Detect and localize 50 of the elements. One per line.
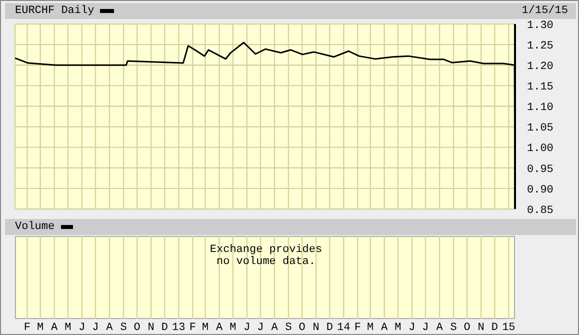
x-tick-label: D bbox=[161, 322, 168, 334]
y2-tick-label: 0.95 bbox=[527, 164, 554, 176]
x-tick-label: J bbox=[78, 322, 86, 334]
y2-tick-label: 1.10 bbox=[527, 102, 554, 114]
x-tick-label: N bbox=[312, 322, 320, 334]
x-tick-label: A bbox=[436, 322, 444, 334]
y2-tick-label: 0.90 bbox=[527, 184, 554, 196]
x-tick-label: O bbox=[464, 322, 471, 334]
x-tick-label: D bbox=[491, 322, 498, 334]
x-tick-label: J bbox=[257, 322, 264, 334]
x-tick-label: J bbox=[244, 322, 250, 334]
legend-label: EURCHF Daily bbox=[15, 5, 94, 17]
x-tick-label: M bbox=[64, 322, 72, 334]
x-tick-label: J bbox=[92, 322, 99, 334]
x-tick-label: 14 bbox=[337, 322, 351, 334]
x-tick-label: A bbox=[51, 322, 58, 334]
y2-tick-label: 0.85 bbox=[527, 204, 554, 217]
x-tick-label: O bbox=[298, 322, 306, 334]
x-tick-label: M bbox=[230, 322, 236, 334]
x-tick-label: S bbox=[450, 322, 458, 334]
x-tick-label: S bbox=[120, 322, 128, 334]
x-tick-label: A bbox=[216, 322, 224, 334]
y2-tick-label: 1.05 bbox=[527, 122, 554, 135]
text: 1/15/15 bbox=[522, 5, 568, 17]
x-tick-label: F bbox=[24, 322, 31, 334]
y2-tick-label: 1.00 bbox=[527, 143, 554, 156]
x-tick-label: N bbox=[148, 322, 154, 334]
x-tick-label: J bbox=[408, 322, 416, 334]
x-tick-label: M bbox=[202, 322, 209, 334]
x-tick-label: 15 bbox=[502, 322, 516, 334]
y2-tick-label: 1.15 bbox=[527, 82, 554, 94]
x-tick-label: M bbox=[367, 322, 374, 334]
x-tick-label: O bbox=[134, 322, 141, 334]
x-tick-label: M bbox=[394, 322, 402, 334]
x-tick-label: D bbox=[326, 322, 334, 334]
text: Exchange provides no volume data. bbox=[208, 244, 324, 268]
x-tick-label: F bbox=[354, 322, 361, 334]
x-tick-label: J bbox=[422, 322, 429, 334]
y2-tick-label: 1.30 bbox=[527, 20, 554, 32]
x-tick-label: N bbox=[478, 322, 484, 334]
x-tick-label: 13 bbox=[172, 322, 186, 334]
x-tick-label: M bbox=[37, 322, 44, 334]
x-tick-label: A bbox=[106, 322, 114, 334]
y2-tick-label: 1.20 bbox=[527, 61, 554, 74]
x-tick-label: F bbox=[189, 322, 196, 334]
x-tick-label: A bbox=[381, 322, 388, 334]
y2-tick-label: 1.25 bbox=[527, 40, 554, 52]
x-tick-label: S bbox=[285, 322, 292, 334]
x-tick-label: A bbox=[271, 322, 278, 334]
text: Volume bbox=[14, 221, 55, 233]
